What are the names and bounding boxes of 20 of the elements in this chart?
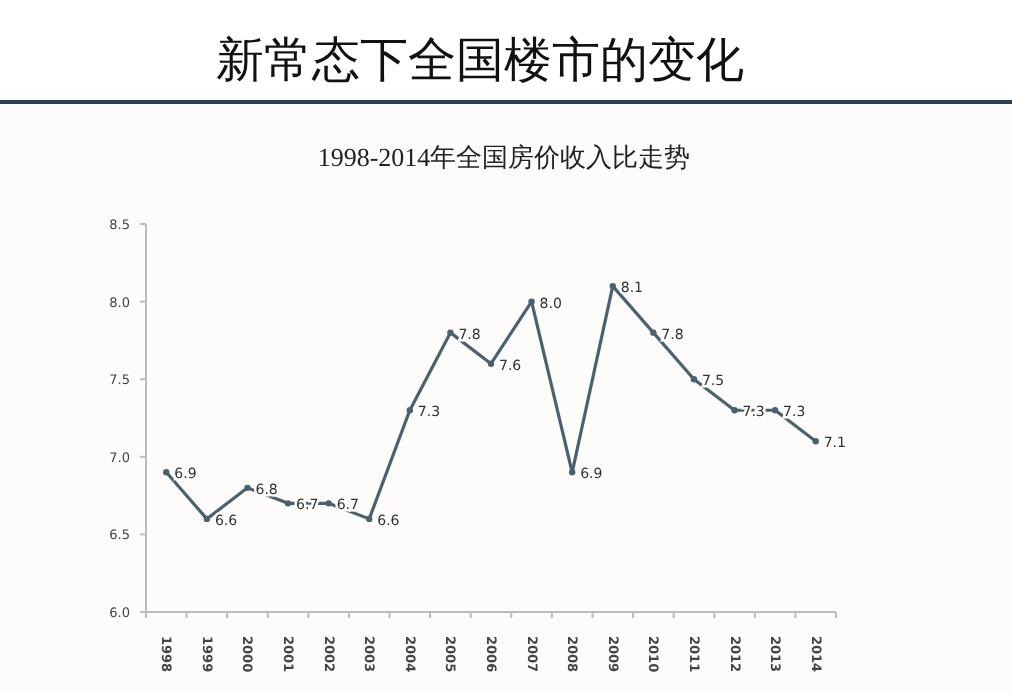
point (163, 469, 170, 476)
point (487, 360, 495, 367)
point (731, 407, 738, 414)
point (771, 407, 779, 414)
point (650, 329, 657, 336)
point (203, 515, 211, 523)
point (366, 515, 373, 523)
point (568, 469, 576, 476)
chart-subtitle: 1998-2014年全国房价收入比走势 (317, 142, 691, 172)
point (325, 500, 332, 507)
line-series (163, 282, 819, 523)
point (690, 376, 698, 383)
point (284, 500, 292, 507)
point (244, 484, 251, 492)
point (812, 438, 819, 445)
chart-title: 新常态下全国楼市的变化 (216, 32, 744, 88)
point (447, 329, 454, 336)
point (609, 282, 616, 290)
point (528, 298, 535, 305)
point (406, 407, 414, 414)
